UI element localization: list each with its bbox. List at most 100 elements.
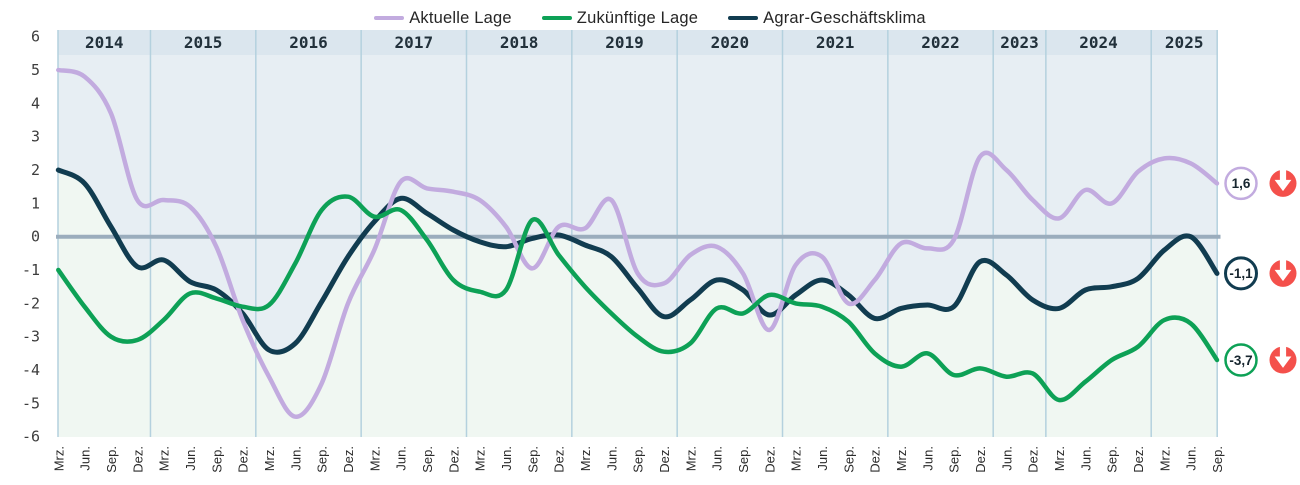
x-axis-label: Sep.	[315, 446, 330, 473]
trend-down-icon	[1269, 167, 1297, 197]
y-axis-label: -1	[22, 261, 40, 279]
end-value-text: -1,1	[1229, 266, 1253, 281]
year-label: 2014	[85, 33, 124, 52]
legend-item-2: Zukünftige Lage	[541, 8, 699, 28]
down-arrow-glyph	[1274, 257, 1292, 282]
x-axis-label: Dez.	[973, 446, 988, 473]
y-axis-label: -4	[22, 361, 40, 379]
x-axis-label: Dez.	[868, 446, 883, 473]
x-axis-label: Jun.	[288, 446, 303, 471]
end-value-text: -3,7	[1229, 353, 1252, 368]
x-axis-label: Mrz.	[578, 446, 593, 471]
x-axis-label: Dez.	[657, 446, 672, 473]
end-value-text: 1,6	[1232, 176, 1251, 191]
end-value-badge: -1,1	[1224, 256, 1258, 291]
x-axis-label: Jun.	[183, 446, 198, 471]
year-label: 2018	[500, 33, 539, 52]
year-label: 2024	[1079, 33, 1118, 52]
x-axis-label: Jun.	[499, 446, 514, 471]
end-value-circle	[1224, 166, 1258, 201]
year-label: 2015	[184, 33, 223, 52]
x-axis-label: Sep.	[104, 446, 119, 473]
year-label: 2016	[289, 33, 328, 52]
end-value-circle	[1224, 343, 1258, 377]
x-axis-label: Dez.	[341, 446, 356, 473]
x-axis-label: Jun.	[999, 446, 1014, 471]
x-axis-label: Dez.	[236, 446, 251, 473]
legend-item-1: Aktuelle Lage	[374, 9, 512, 28]
y-axis-label: -2	[22, 294, 40, 312]
x-axis-label: Dez.	[1131, 446, 1146, 473]
chart-legend: Aktuelle Lage Zukünftige Lage Agrar-Geschä…	[0, 6, 1300, 30]
year-label: 2025	[1165, 33, 1204, 52]
y-axis-label: 2	[31, 161, 40, 179]
plot-fill-above-climate	[58, 30, 1218, 353]
year-band	[58, 30, 1218, 55]
x-axis-label: Mrz.	[473, 446, 488, 471]
y-axis-label: 3	[31, 128, 40, 146]
x-axis-label: Mrz.	[367, 446, 382, 471]
y-axis-label: -5	[22, 394, 40, 412]
x-axis-label: Jun.	[394, 446, 409, 471]
year-label: 2020	[711, 33, 750, 52]
plot-fill-below-climate	[58, 170, 1218, 437]
x-axis-label: Jun.	[78, 446, 93, 471]
legend-label: Agrar-Geschäftsklima	[763, 8, 926, 27]
x-axis-label: Mrz.	[1157, 446, 1172, 471]
x-axis-label: Mrz.	[262, 446, 277, 471]
x-axis-label: Jun.	[710, 446, 725, 471]
x-axis-label: Jun.	[920, 446, 935, 471]
x-axis-label: Sep.	[947, 446, 962, 473]
y-axis-label: 5	[31, 61, 40, 79]
x-axis-label: Jun.	[1078, 446, 1093, 471]
x-axis-label: Sep.	[209, 446, 224, 473]
x-axis-label: Sep.	[736, 446, 751, 473]
x-axis-label: Mrz.	[789, 446, 804, 471]
y-axis-label: -3	[22, 328, 40, 346]
x-axis-label: Dez.	[1026, 446, 1041, 473]
x-axis-label: Mrz.	[894, 446, 909, 471]
down-arrow-glyph	[1274, 344, 1292, 368]
x-axis-label: Sep.	[525, 446, 540, 473]
legend-label: Zukünftige Lage	[576, 8, 699, 27]
x-axis-label: Dez.	[552, 446, 567, 473]
x-axis-label: Dez.	[130, 446, 145, 473]
x-axis-label: Sep.	[841, 446, 856, 473]
trend-down-icon	[1269, 257, 1297, 287]
x-axis-label: Dez.	[762, 446, 777, 473]
y-axis-label: -6	[22, 428, 40, 446]
y-axis-label: 4	[31, 94, 40, 112]
series-line-aktuelle-lage	[56, 67, 1220, 419]
x-axis-label: Jun.	[815, 446, 830, 471]
x-axis-label: Mrz.	[51, 446, 66, 471]
year-label: 2023	[1000, 33, 1039, 52]
x-axis-label: Jun.	[604, 446, 619, 471]
x-axis-label: Mrz.	[683, 446, 698, 471]
legend-swatch-icon	[374, 15, 405, 21]
x-axis-label: Jun.	[1184, 446, 1199, 471]
year-label: 2017	[395, 33, 434, 52]
trend-down-icon	[1269, 344, 1297, 374]
x-axis-label: Sep.	[1210, 446, 1225, 473]
year-label: 2019	[605, 33, 644, 52]
year-label: 2022	[921, 33, 960, 52]
x-axis-label: Sep.	[420, 446, 435, 473]
legend-swatch-icon	[728, 15, 759, 21]
y-axis-label: 6	[31, 28, 40, 46]
y-axis-label: 0	[31, 228, 40, 246]
legend-item-3: Agrar-Geschäftsklima	[728, 9, 926, 28]
down-arrow-glyph	[1274, 167, 1292, 192]
end-value-badge: -3,7	[1224, 343, 1258, 377]
y-axis-label: 1	[31, 194, 40, 212]
end-value-circle	[1224, 256, 1258, 291]
x-axis-label: Dez.	[446, 446, 461, 473]
legend-swatch-icon	[541, 15, 572, 21]
x-axis-label: Mrz.	[157, 446, 172, 471]
legend-label: Aktuelle Lage	[409, 8, 512, 27]
series-line-agrar-geschaeftsklima	[55, 167, 1220, 355]
x-axis-label: Mrz.	[1052, 446, 1067, 471]
end-value-badge: 1,6	[1224, 166, 1258, 201]
series-line-zukuenftige-lage	[56, 194, 1220, 403]
